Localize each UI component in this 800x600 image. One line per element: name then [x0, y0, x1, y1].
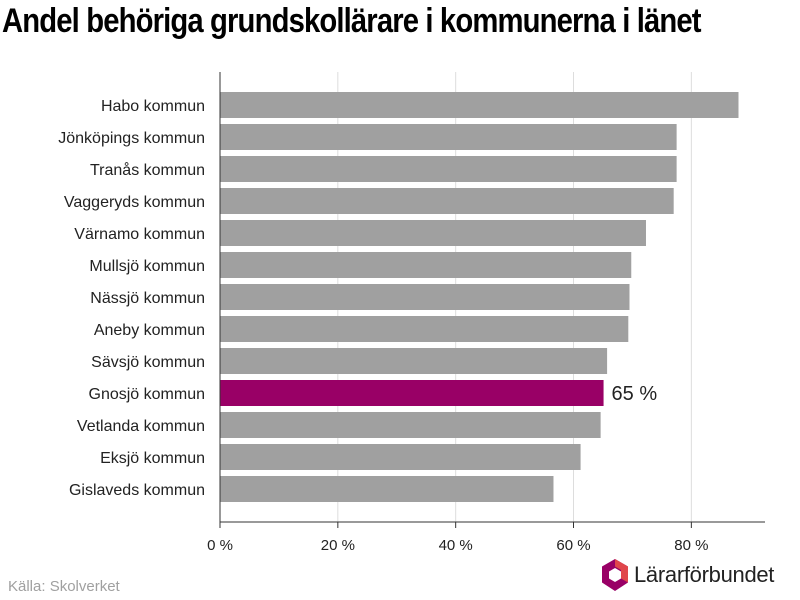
bar [220, 92, 739, 118]
category-label: Jönköpings kommun [58, 130, 205, 147]
brand-logo: Lärarförbundet [600, 556, 796, 594]
category-label: Gnosjö kommun [89, 386, 206, 403]
category-label: Vaggeryds kommun [64, 194, 205, 211]
x-tick-label: 20 % [321, 537, 355, 554]
bar [220, 412, 601, 438]
bar [220, 124, 677, 150]
bar [220, 284, 630, 310]
category-label: Mullsjö kommun [89, 258, 205, 275]
x-tick-label: 40 % [439, 537, 473, 554]
category-label: Habo kommun [101, 98, 205, 115]
x-tick-label: 0 % [207, 537, 233, 554]
source-note: Källa: Skolverket [8, 578, 120, 595]
bar [220, 252, 632, 278]
category-label: Gislaveds kommun [69, 482, 205, 499]
bar [220, 348, 608, 374]
page-title: Andel behöriga grundskollärare i kommune… [2, 2, 702, 40]
x-axis: 0 % 20 % 40 % 60 % 80 % [207, 72, 765, 554]
category-labels: Habo kommun Jönköpings kommun Tranås kommu… [58, 98, 205, 499]
category-label: Aneby kommun [94, 322, 205, 339]
bar [220, 316, 629, 342]
category-label: Eksjö kommun [100, 450, 205, 467]
data-labels: 65 % [612, 383, 658, 405]
bar-highlighted [220, 380, 604, 406]
category-label: Nässjö kommun [90, 290, 205, 307]
bars [220, 92, 739, 502]
bar [220, 220, 646, 246]
category-label: Sävsjö kommun [91, 354, 205, 371]
bar [220, 476, 554, 502]
bar [220, 188, 674, 214]
data-label: 65 % [612, 383, 658, 405]
x-tick-label: 60 % [556, 537, 590, 554]
category-label: Värnamo kommun [74, 226, 205, 243]
category-label: Vetlanda kommun [77, 418, 205, 435]
x-tick-label: 80 % [674, 537, 708, 554]
bar [220, 444, 581, 470]
bar [220, 156, 677, 182]
larar-forbundet-logo-icon [602, 559, 628, 591]
logo-text: Lärarförbundet [634, 562, 775, 587]
category-label: Tranås kommun [90, 161, 205, 179]
